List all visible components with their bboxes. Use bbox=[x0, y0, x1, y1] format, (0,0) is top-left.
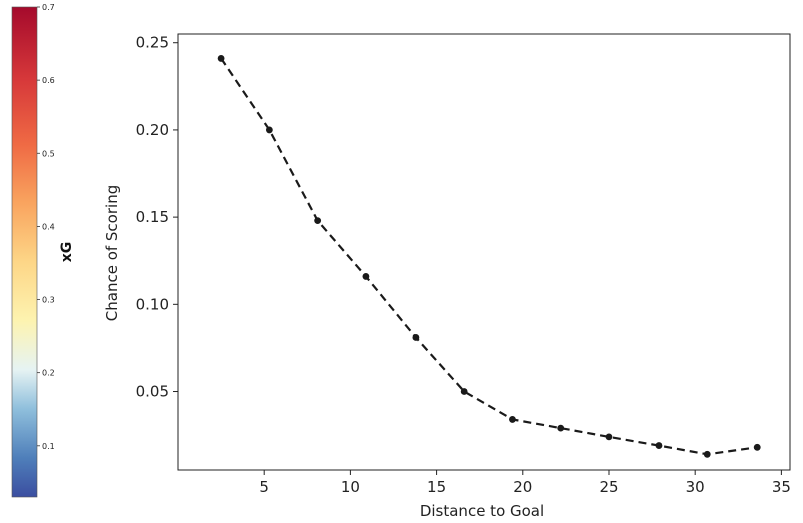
data-point bbox=[509, 416, 516, 423]
colorbar-tick-label: 0.3 bbox=[42, 296, 55, 305]
x-tick-label: 10 bbox=[341, 478, 360, 496]
colorbar-tick-label: 0.4 bbox=[42, 222, 55, 231]
colorbar-label: xG bbox=[59, 242, 75, 263]
series-points bbox=[217, 55, 761, 458]
y-axis-label: Chance of Scoring bbox=[103, 185, 121, 321]
colorbar-ticks: 0.1 0.2 0.3 0.4 0.5 0.6 0.7 bbox=[37, 3, 55, 451]
colorbar: 0.1 0.2 0.3 0.4 0.5 0.6 0.7 xG bbox=[11, 3, 75, 498]
y-tick-label: 0.25 bbox=[136, 34, 169, 52]
plot-frame bbox=[177, 33, 791, 471]
colorbar-tick-label: 0.1 bbox=[42, 442, 55, 451]
colorbar-tick-label: 0.6 bbox=[42, 76, 55, 85]
data-point bbox=[314, 217, 322, 225]
data-point bbox=[362, 273, 370, 280]
x-axis-ticks: 5 10 15 20 25 30 35 bbox=[259, 470, 791, 496]
y-tick-label: 0.10 bbox=[136, 295, 169, 313]
colorbar-tick-label: 0.7 bbox=[42, 3, 55, 12]
y-tick-label: 0.05 bbox=[136, 383, 169, 401]
x-tick-label: 30 bbox=[686, 478, 705, 496]
x-tick-label: 15 bbox=[427, 478, 446, 496]
x-tick-label: 20 bbox=[513, 478, 532, 496]
data-point bbox=[460, 388, 468, 395]
data-point bbox=[217, 55, 225, 62]
data-point bbox=[703, 450, 711, 458]
x-axis-label: Distance to Goal bbox=[420, 502, 544, 520]
data-point bbox=[605, 433, 613, 441]
data-point bbox=[655, 442, 663, 449]
colorbar-gradient bbox=[11, 6, 38, 498]
colorbar-tick-label: 0.5 bbox=[42, 149, 55, 158]
x-tick-label: 5 bbox=[259, 478, 269, 496]
y-tick-label: 0.20 bbox=[136, 121, 169, 139]
x-tick-label: 25 bbox=[599, 478, 618, 496]
line-chart: 5 10 15 20 25 30 35 0.05 0.10 0.15 0.20 0.25 Dista… bbox=[103, 33, 791, 520]
colorbar-tick-label: 0.2 bbox=[42, 369, 55, 378]
series-line bbox=[220, 57, 758, 456]
data-point bbox=[557, 424, 565, 432]
x-tick-label: 35 bbox=[772, 478, 791, 496]
y-axis-ticks: 0.05 0.10 0.15 0.20 0.25 bbox=[136, 34, 178, 401]
data-point bbox=[265, 126, 273, 134]
data-point bbox=[412, 334, 420, 341]
y-tick-label: 0.15 bbox=[136, 208, 169, 226]
data-point bbox=[753, 443, 761, 451]
